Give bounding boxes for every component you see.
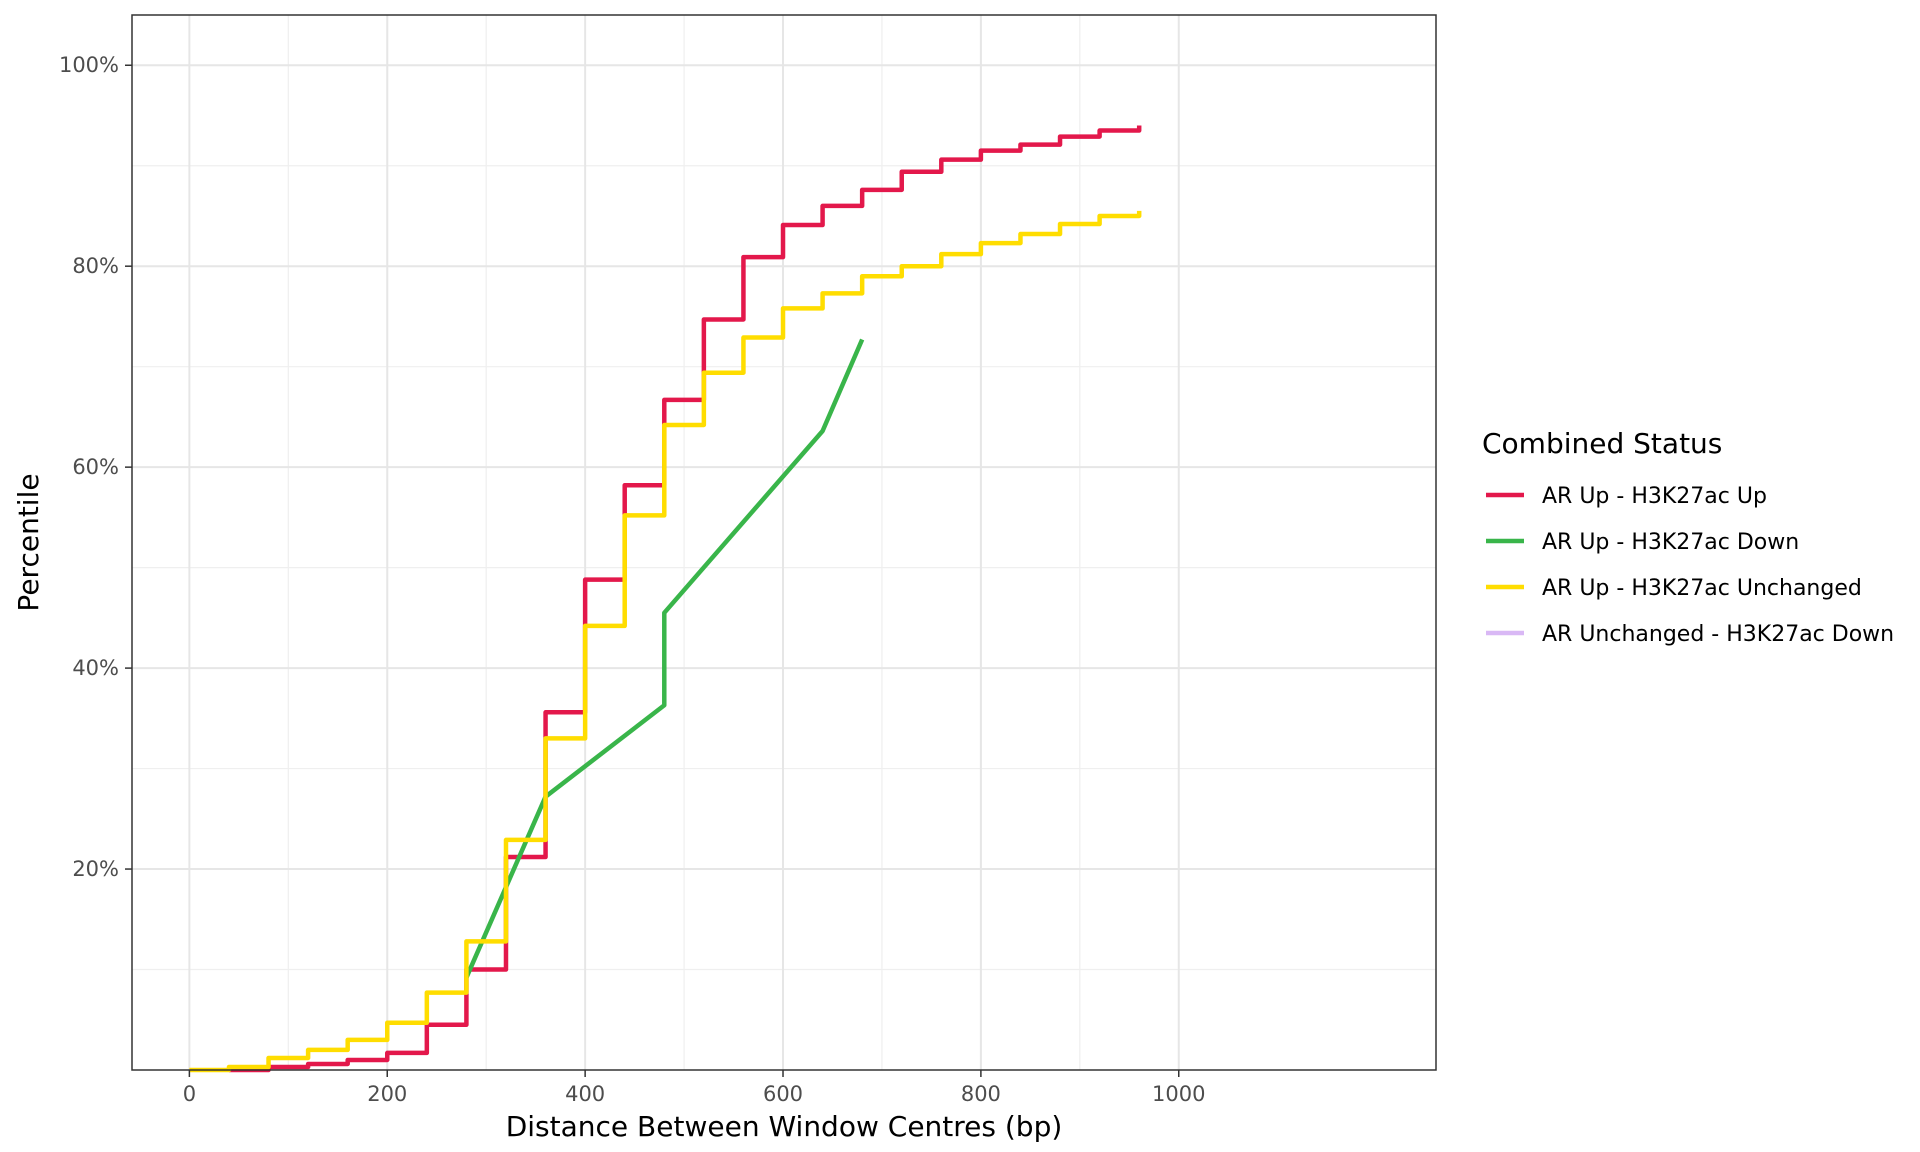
legend-item: AR Unchanged - H3K27ac Down (1486, 622, 1894, 647)
panel-border (131, 14, 1437, 1071)
y-tick-label: 60% (72, 455, 119, 479)
legend-items: AR Up - H3K27ac Up AR Up - H3K27ac Down AR… (1486, 484, 1894, 647)
series-layer (189, 125, 1142, 1073)
series-line-2 (189, 210, 1142, 1073)
legend-label: AR Unchanged - H3K27ac Down (1542, 622, 1894, 647)
y-tick-label: 40% (72, 656, 119, 680)
x-axis: 0 200 400 600 800 1000 (183, 1070, 1205, 1106)
y-tick-label: 100% (59, 53, 119, 77)
plot-panel (131, 14, 1437, 1073)
grid-major (132, 15, 1436, 1070)
y-axis: 20% 40% 60% 80% 100% (59, 53, 132, 881)
series-line-1 (464, 338, 865, 979)
legend-label: AR Up - H3K27ac Up (1542, 484, 1767, 509)
y-tick-label: 80% (72, 254, 119, 278)
y-axis-title: Percentile (12, 473, 45, 611)
x-tick-label: 0 (183, 1082, 196, 1106)
x-tick-label: 800 (961, 1082, 1001, 1106)
legend-item: AR Up - H3K27ac Unchanged (1486, 576, 1862, 601)
x-axis-title: Distance Between Window Centres (bp) (506, 1110, 1063, 1143)
x-tick-label: 400 (565, 1082, 605, 1106)
x-tick-label: 1000 (1152, 1082, 1205, 1106)
legend-item: AR Up - H3K27ac Up (1486, 484, 1767, 509)
legend-label: AR Up - H3K27ac Down (1542, 530, 1799, 555)
legend-label: AR Up - H3K27ac Unchanged (1542, 576, 1862, 601)
legend-title: Combined Status (1482, 427, 1722, 460)
x-tick-label: 600 (763, 1082, 803, 1106)
x-tick-label: 200 (367, 1082, 407, 1106)
legend-item: AR Up - H3K27ac Down (1486, 530, 1799, 555)
y-tick-label: 20% (72, 857, 119, 881)
